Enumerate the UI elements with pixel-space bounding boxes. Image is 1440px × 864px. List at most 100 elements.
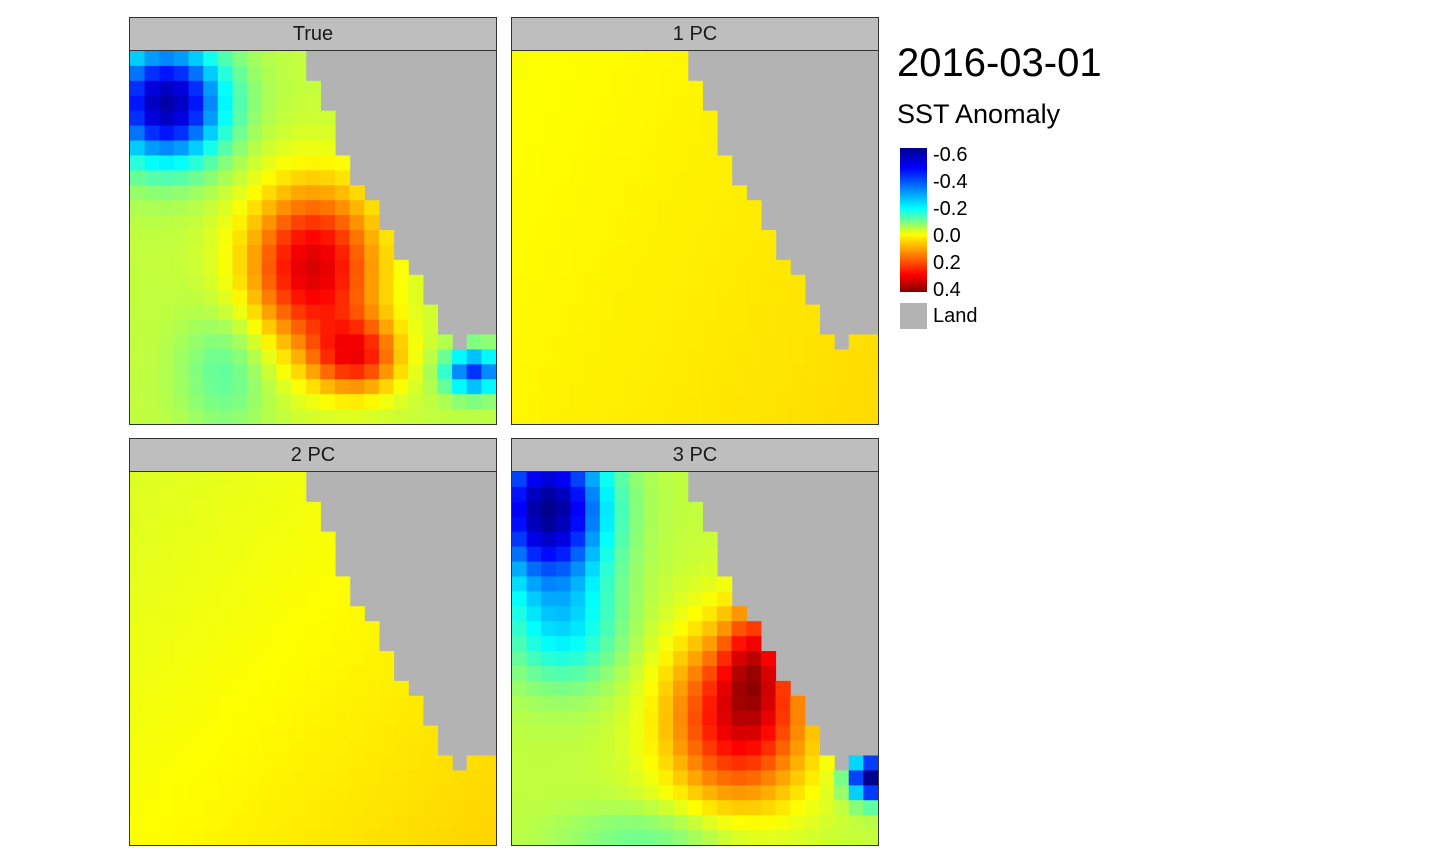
heatmap-cell (305, 531, 321, 548)
heatmap-cell (570, 830, 586, 845)
heatmap-cell (541, 621, 557, 637)
heatmap-cell (643, 695, 659, 712)
heatmap-cell (276, 486, 292, 503)
legend-tick-label: -0.2 (933, 198, 968, 220)
heatmap-cell (261, 155, 277, 171)
heatmap-cell (643, 95, 659, 112)
heatmap-cell (702, 319, 718, 336)
heatmap-cell (144, 621, 160, 637)
heatmap-cell (408, 710, 424, 727)
heatmap-cell (731, 379, 747, 395)
heatmap-cell (144, 546, 160, 563)
heatmap-cell (291, 304, 307, 321)
heatmap-cell (541, 394, 557, 410)
heatmap-cell (422, 770, 439, 786)
heatmap-cell (599, 710, 616, 727)
heatmap-cell (188, 486, 204, 503)
heatmap-cell (702, 665, 718, 682)
heatmap-cell (658, 95, 674, 112)
heatmap-cell (305, 334, 321, 350)
heatmap-cell (188, 51, 204, 67)
heatmap-cell (716, 349, 733, 365)
heatmap-cell (144, 379, 160, 395)
heatmap-cell (334, 304, 351, 321)
heatmap-cell (232, 770, 248, 786)
heatmap-cell (760, 244, 777, 261)
heatmap-cell (760, 770, 777, 786)
heatmap-cell (541, 230, 557, 246)
heatmap-cell (541, 785, 557, 801)
heatmap-cell (173, 51, 190, 67)
heatmap-cell (658, 546, 674, 563)
heatmap-cell (276, 95, 292, 112)
heatmap-cell (173, 621, 190, 637)
heatmap-cell (716, 185, 733, 201)
heatmap-cell (512, 215, 528, 231)
heatmap-cell (819, 409, 835, 424)
heatmap-cell (848, 815, 864, 831)
heatmap-cell (349, 259, 365, 276)
heatmap-cell (188, 349, 204, 365)
heatmap-cell (437, 364, 453, 380)
heatmap-cell (702, 606, 718, 622)
heatmap-cell (702, 725, 718, 742)
heatmap-cell (159, 215, 175, 231)
heatmap-cell (643, 815, 659, 831)
heatmap-cell (159, 486, 175, 503)
heatmap-cell (687, 725, 703, 742)
heatmap-cell (261, 379, 277, 395)
heatmap-cell (334, 665, 351, 682)
heatmap-cell (320, 755, 336, 771)
heatmap-cell (570, 695, 586, 712)
heatmap-cell (173, 334, 190, 350)
heatmap-cell (643, 576, 659, 592)
heatmap-cell (585, 215, 601, 231)
heatmap-cell (378, 230, 395, 246)
heatmap-cell (687, 695, 703, 712)
heatmap-cell (555, 379, 572, 395)
heatmap-cell (775, 379, 791, 395)
heatmap-cell (261, 740, 277, 757)
heatmap-cell (349, 349, 365, 365)
heatmap-cell (629, 680, 645, 697)
heatmap-cell (512, 636, 528, 652)
heatmap-cell (349, 710, 365, 727)
heatmap-cell (526, 334, 542, 350)
heatmap-cell (144, 516, 160, 533)
heatmap-cell (746, 349, 762, 365)
heatmap-cell (526, 770, 542, 786)
heatmap-cell (629, 80, 645, 97)
heatmap-cell (305, 591, 321, 607)
heatmap-cell (188, 561, 204, 578)
heatmap-cell (526, 740, 542, 757)
heatmap-cell (687, 546, 703, 563)
heatmap-cell (422, 755, 439, 771)
heatmap-cell (130, 830, 146, 845)
heatmap-cell (673, 740, 689, 757)
heatmap-cell (555, 785, 572, 801)
heatmap-cell (247, 125, 263, 142)
heatmap-cell (526, 561, 542, 578)
heatmap-cell (512, 409, 528, 424)
heatmap-cell (247, 289, 263, 306)
heatmap-cell (555, 606, 572, 622)
heatmap-cell (276, 710, 292, 727)
heatmap-cell (466, 785, 482, 801)
heatmap-cell (570, 334, 586, 350)
heatmap-cell (144, 319, 160, 336)
heatmap-cell (702, 364, 718, 380)
heatmap-cell (130, 710, 146, 727)
heatmap-cell (364, 289, 380, 306)
heatmap-cell (570, 561, 586, 578)
heatmap-cell (643, 244, 659, 261)
heatmap-cell (673, 230, 689, 246)
heatmap-cell (232, 394, 248, 410)
heatmap-cell (643, 230, 659, 246)
heatmap-cell (687, 200, 703, 216)
heatmap-cell (570, 740, 586, 757)
heatmap-cell (614, 665, 630, 682)
heatmap-cell (261, 319, 277, 336)
heatmap-cell (188, 651, 204, 667)
heatmap-cell (203, 155, 219, 171)
heatmap-cell (673, 185, 689, 201)
